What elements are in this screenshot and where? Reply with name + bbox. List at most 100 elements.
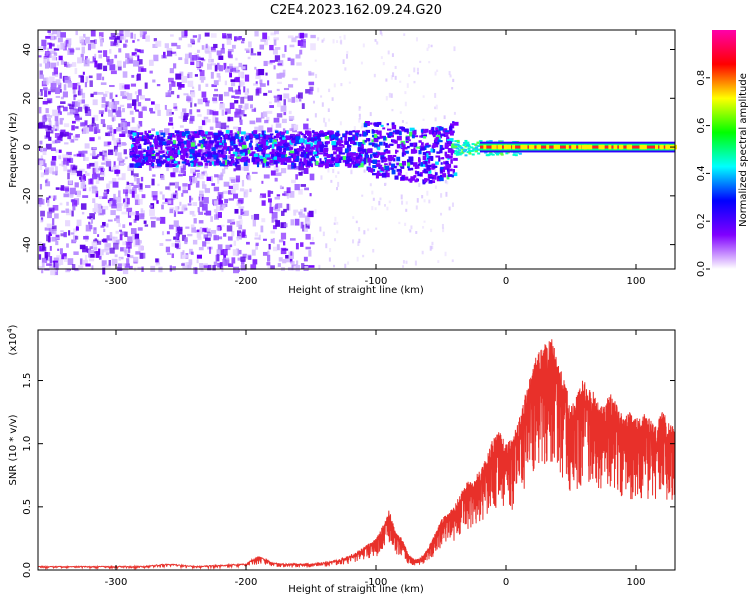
spectrogram-cell xyxy=(53,48,60,51)
spectrogram-cell xyxy=(269,133,274,136)
spectrogram-cell xyxy=(478,140,482,143)
snr-x-ticks: -300 -200 -100 0 100 xyxy=(105,330,646,588)
spectrogram-cell xyxy=(330,179,333,183)
spectrogram-cell xyxy=(209,161,212,166)
spectrogram-cell xyxy=(64,142,69,145)
spectrogram-cell xyxy=(340,152,345,155)
spectrogram-cell xyxy=(113,129,117,134)
snr-frame xyxy=(37,329,676,571)
spectrogram-cell xyxy=(223,259,227,267)
spectrogram-cell xyxy=(117,65,122,71)
spectrogram-cell xyxy=(180,111,184,119)
spectrogram-cell xyxy=(108,165,111,172)
spectrogram-cell xyxy=(63,123,70,128)
spectrogram-cell xyxy=(182,165,186,170)
spectrogram-cell xyxy=(347,152,353,157)
spectrogram-cell xyxy=(168,200,172,204)
spectrogram-cell xyxy=(123,198,126,204)
spectrogram-cell xyxy=(273,117,280,123)
spectrogram-cell xyxy=(193,218,197,224)
spectrogram-cell xyxy=(112,181,119,188)
spectrogram-cell xyxy=(181,148,186,154)
spectrogram-cell xyxy=(291,123,296,131)
spectrogram-cell xyxy=(265,135,269,140)
spectrogram-cell xyxy=(112,238,119,243)
spectrogram-cell xyxy=(134,48,138,52)
spectrogram-cell xyxy=(355,220,358,224)
spectrogram-cell xyxy=(148,164,152,171)
spectrogram-cell xyxy=(192,171,196,176)
spectrogram-cell xyxy=(50,195,55,199)
spectrogram-cell xyxy=(241,144,247,150)
spectrogram-cell xyxy=(214,64,218,72)
spectrogram-cell xyxy=(46,77,49,85)
spectrogram-cell xyxy=(180,251,184,259)
spectrogram-cell xyxy=(308,250,312,257)
spectrogram-cell xyxy=(266,157,271,160)
snr-y-tick-label: 1.0 xyxy=(22,436,33,452)
spectrogram-cell xyxy=(173,103,177,107)
spectrogram-cell xyxy=(218,236,223,240)
snr-y-label: SNR (10 * v/v) xyxy=(8,414,19,485)
spectrogram-cell xyxy=(394,175,399,180)
spectrogram-cell xyxy=(202,141,206,145)
spectrogram-cell xyxy=(250,145,253,151)
spectrogram-cell xyxy=(38,266,43,271)
spectrogram-cell xyxy=(175,145,179,148)
spectrogram-cell xyxy=(241,37,245,41)
spectrogram-cell xyxy=(420,162,423,167)
spectrogram-cell xyxy=(223,142,227,146)
spectrogram-cell xyxy=(91,241,98,249)
spectrogram-cell xyxy=(215,121,221,129)
spectrogram-cell xyxy=(263,92,268,96)
spectrogram-cell xyxy=(50,87,57,93)
spectrogram-cell xyxy=(425,155,428,160)
spectrogram-cell xyxy=(173,210,177,217)
spectrogram-cell xyxy=(209,140,214,144)
spectrogram-cell xyxy=(247,175,252,181)
spectrogram-cell xyxy=(399,111,402,114)
spectrogram-cell xyxy=(348,81,351,84)
spectrogram-cell xyxy=(102,150,105,155)
spectrogram-cell xyxy=(256,153,261,157)
spectrogram-cell xyxy=(134,199,140,206)
spectrogram-cell xyxy=(293,209,299,213)
spectrogram-cell xyxy=(245,210,249,216)
spectrogram-cell xyxy=(51,236,57,242)
spectrogram-cell xyxy=(133,218,137,223)
spectrogram-cell xyxy=(278,136,284,140)
spectrogram-cell xyxy=(92,167,97,175)
spectrogram-cell xyxy=(112,199,116,203)
spectrogram-cell xyxy=(60,60,64,65)
spectrogram-cell xyxy=(266,262,271,266)
spectrogram-cell xyxy=(392,139,397,143)
spectrogram-cell xyxy=(299,213,306,218)
spectrogram-cell xyxy=(103,248,109,253)
spectrogram-cell xyxy=(293,163,297,168)
spectrogram-cell xyxy=(169,155,174,160)
spectrogram-cell xyxy=(346,146,349,149)
spectrogram-cell xyxy=(305,233,311,240)
spectrogram-cell xyxy=(279,72,285,78)
spectrogram-cell xyxy=(67,80,72,88)
spectrogram-cell xyxy=(385,150,389,154)
snr-x-tick-label: 0 xyxy=(503,577,509,588)
spectrogram-cell xyxy=(421,131,424,135)
spectrogram-cell xyxy=(223,233,227,237)
spectrogram-cell xyxy=(213,186,220,192)
spectrogram-cell xyxy=(132,154,135,157)
spectrogram-cell xyxy=(201,91,207,98)
spectrogram-cell xyxy=(438,140,443,143)
spectrogram-cell xyxy=(170,172,176,178)
spectrogram-cell xyxy=(218,144,224,147)
spectrogram-cell xyxy=(97,136,101,140)
spectrogram-cell xyxy=(45,51,49,56)
spectrogram-cell xyxy=(170,51,177,55)
spectrogram-cell xyxy=(283,111,287,116)
spectrogram-cell xyxy=(119,30,124,36)
spectrogram-cell xyxy=(140,153,144,158)
spectrogram-cell xyxy=(132,150,135,154)
spectrogram-cell xyxy=(40,219,43,223)
spectrogram-cell xyxy=(109,127,113,134)
spectrogram-cell xyxy=(319,130,324,135)
